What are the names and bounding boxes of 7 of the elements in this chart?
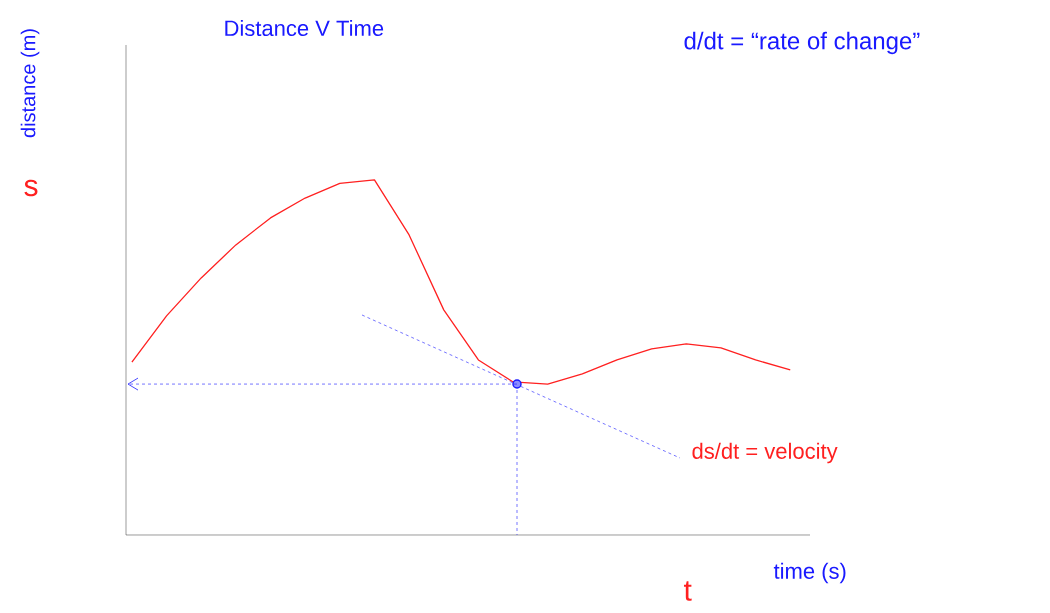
text: d/dt = “rate of change” <box>684 31 920 55</box>
y-axis-title: distance (m) <box>20 29 40 138</box>
text: t <box>683 581 692 601</box>
annotation: ds/dt = velocity <box>692 442 838 464</box>
chart-title: Distance V Time <box>225 19 384 37</box>
x-axis-title: time (s) <box>773 562 846 584</box>
text: s <box>24 179 38 197</box>
